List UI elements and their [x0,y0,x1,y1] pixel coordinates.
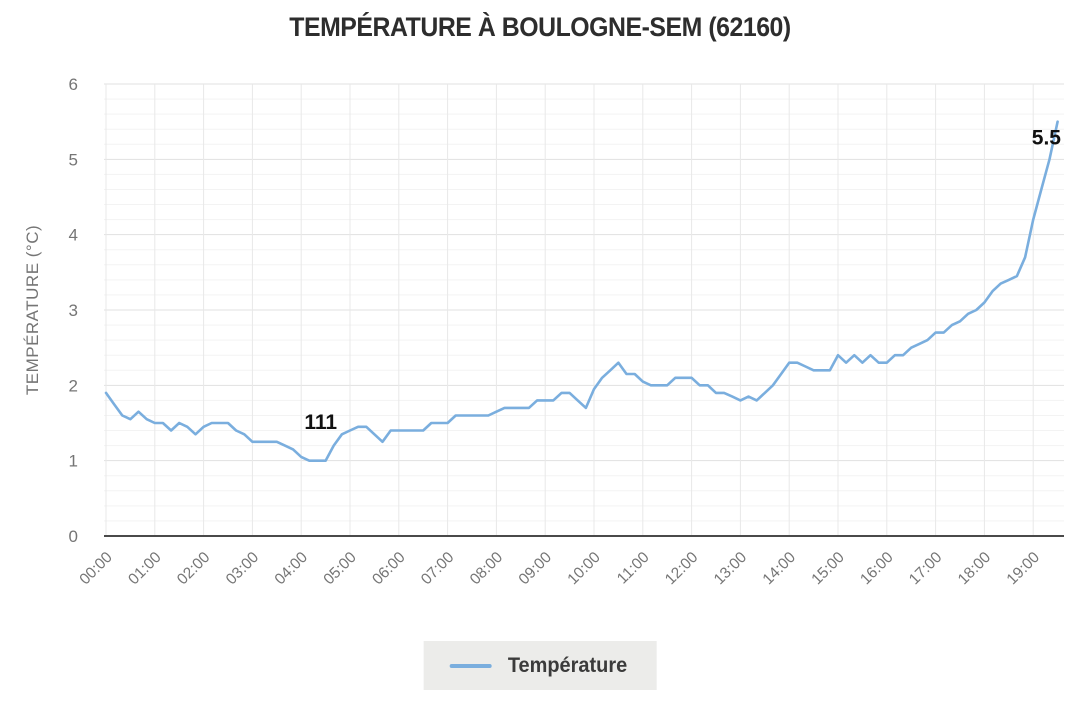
temperature-line [104,120,1059,463]
x-tick-label: 08:00 [467,549,507,589]
chart-title: TEMPÉRATURE À BOULOGNE-SEM (62160) [289,12,791,42]
x-tick-label: 18:00 [955,549,995,589]
legend-label: Température [507,653,628,677]
annotation-label: 111 [304,411,337,434]
y-tick-label: 4 [69,226,78,245]
y-axis-label: TEMPÉRATURE (°C) [23,225,42,395]
x-tick-label: 02:00 [174,549,214,589]
x-tick-label: 03:00 [223,549,263,589]
y-tick-label: 2 [69,376,78,395]
x-tick-label: 04:00 [272,549,312,589]
x-tick-label: 00:00 [76,549,116,589]
y-tick-label: 5 [69,150,78,169]
x-tick-label: 17:00 [906,549,946,589]
x-tick-label: 07:00 [418,549,458,589]
grid-vertical-lines [105,84,1034,536]
x-tick-label: 14:00 [760,549,800,589]
grid-major-lines [104,83,1064,462]
x-tick-label: 11:00 [614,549,653,588]
y-axis-title: TEMPÉRATURE (°C) [23,225,42,395]
x-tick-label: 01:00 [125,549,165,589]
y-tick-label: 1 [69,452,78,471]
chart-legend[interactable]: Température [423,641,657,690]
y-tick-label: 3 [69,301,78,320]
x-tick-label: 16:00 [857,549,897,589]
data-annotations: 111 5.5 [304,126,1061,434]
y-tick-label: 0 [69,527,78,546]
annotation-label: 5.5 [1032,126,1062,149]
x-tick-label: 13:00 [711,549,751,589]
y-tick-label: 6 [69,75,78,94]
x-tick-label: 10:00 [564,549,604,589]
x-tick-label: 09:00 [516,549,556,589]
grid-minor-lines [104,98,1064,522]
x-axis-tick-labels: 00:00 01:00 02:00 03:00 04:00 05:00 06:00 07:00… [76,549,1043,589]
x-tick-label: 15:00 [808,549,848,589]
x-tick-label: 05:00 [320,549,360,589]
legend-line-swatch [449,663,492,668]
x-tick-label: 19:00 [1004,549,1044,589]
y-axis-tick-labels: 0 1 2 3 4 5 6 [69,75,78,546]
temperature-series [104,120,1059,463]
x-tick-label: 06:00 [369,549,409,589]
x-tick-label: 12:00 [662,549,702,589]
